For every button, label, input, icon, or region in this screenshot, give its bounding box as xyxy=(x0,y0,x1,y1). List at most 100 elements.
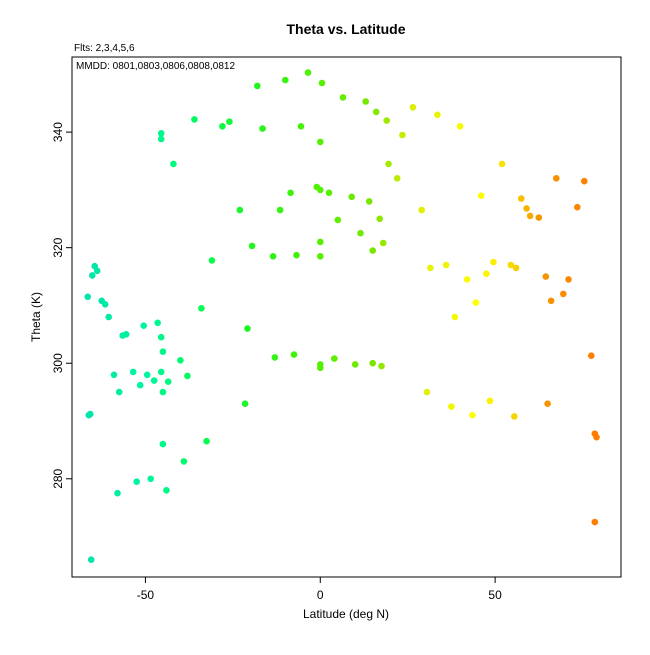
data-point xyxy=(581,177,588,185)
x-tick-label: -50 xyxy=(137,588,155,602)
y-axis: 280 300 320 340 xyxy=(51,122,72,489)
data-point xyxy=(101,301,109,308)
data-point xyxy=(198,305,205,312)
data-point xyxy=(565,276,572,283)
data-point xyxy=(588,352,595,360)
y-axis-label: Theta (K) xyxy=(29,292,43,342)
data-point xyxy=(271,354,279,361)
data-point xyxy=(154,319,161,327)
y-tick-label: 280 xyxy=(51,468,65,488)
data-points xyxy=(84,69,600,563)
data-point xyxy=(535,214,543,221)
data-point xyxy=(472,299,480,306)
data-point xyxy=(477,192,485,199)
data-point xyxy=(293,251,300,259)
data-point xyxy=(85,411,93,419)
data-point xyxy=(157,333,165,341)
data-point xyxy=(241,400,249,408)
data-point xyxy=(399,131,406,139)
data-point xyxy=(180,458,188,465)
data-point xyxy=(339,94,347,101)
data-point xyxy=(365,198,373,205)
data-point xyxy=(236,206,244,214)
data-point xyxy=(290,351,298,358)
data-point xyxy=(469,411,476,419)
data-point xyxy=(150,377,158,384)
y-tick-label: 320 xyxy=(51,237,65,257)
data-point xyxy=(226,118,233,125)
data-point xyxy=(547,297,555,305)
data-point xyxy=(369,247,377,254)
data-point xyxy=(423,388,431,396)
data-point xyxy=(507,261,515,269)
data-point xyxy=(409,104,417,111)
data-point xyxy=(553,175,560,182)
data-point xyxy=(372,108,380,116)
data-point xyxy=(317,186,324,194)
data-point xyxy=(418,206,426,214)
x-tick-label: 0 xyxy=(317,588,324,602)
data-point xyxy=(511,413,518,420)
data-point xyxy=(147,475,154,483)
data-point xyxy=(244,325,251,332)
data-point xyxy=(593,433,600,441)
data-point xyxy=(542,273,550,280)
data-point xyxy=(164,378,172,386)
data-point xyxy=(325,189,333,197)
data-point xyxy=(518,195,525,202)
data-point xyxy=(317,238,324,246)
data-point xyxy=(208,257,216,264)
data-point xyxy=(427,264,434,272)
data-point xyxy=(357,229,364,237)
data-point xyxy=(463,276,471,283)
data-point xyxy=(122,331,130,338)
x-axis: -50 0 50 xyxy=(137,577,502,602)
data-point xyxy=(163,487,170,494)
data-point xyxy=(140,322,147,330)
data-point xyxy=(115,388,123,396)
data-point xyxy=(317,138,324,146)
data-point xyxy=(159,440,167,448)
data-point xyxy=(184,372,191,380)
x-axis-label: Latitude (deg N) xyxy=(303,607,389,621)
data-point xyxy=(376,215,384,223)
data-point xyxy=(269,252,277,260)
data-point xyxy=(331,355,338,362)
data-point xyxy=(434,111,441,119)
data-point xyxy=(248,242,256,250)
data-point xyxy=(486,397,494,405)
data-point xyxy=(191,116,198,123)
data-point xyxy=(105,313,112,321)
data-point xyxy=(133,478,140,486)
data-point xyxy=(136,381,144,389)
data-point xyxy=(451,313,459,321)
data-point xyxy=(317,364,324,372)
chart-title: Theta vs. Latitude xyxy=(286,21,405,37)
data-point xyxy=(157,368,165,376)
data-point xyxy=(143,371,151,379)
data-point xyxy=(89,272,96,279)
data-point xyxy=(393,175,401,182)
data-point xyxy=(159,388,167,396)
data-point xyxy=(574,203,581,211)
data-point xyxy=(84,293,91,301)
data-point xyxy=(383,117,391,124)
data-point xyxy=(304,69,312,76)
data-point xyxy=(114,489,121,497)
x-tick-label: 50 xyxy=(488,588,502,602)
data-point xyxy=(177,357,184,364)
data-point xyxy=(203,437,210,445)
data-point xyxy=(157,135,165,143)
data-point xyxy=(334,216,342,224)
data-point xyxy=(129,368,137,376)
data-point xyxy=(526,212,534,220)
y-tick-label: 300 xyxy=(51,353,65,373)
data-point xyxy=(378,362,385,370)
data-point xyxy=(385,160,392,168)
data-point xyxy=(317,252,324,260)
data-point xyxy=(282,76,289,84)
data-point xyxy=(498,160,506,168)
data-point xyxy=(362,98,370,105)
